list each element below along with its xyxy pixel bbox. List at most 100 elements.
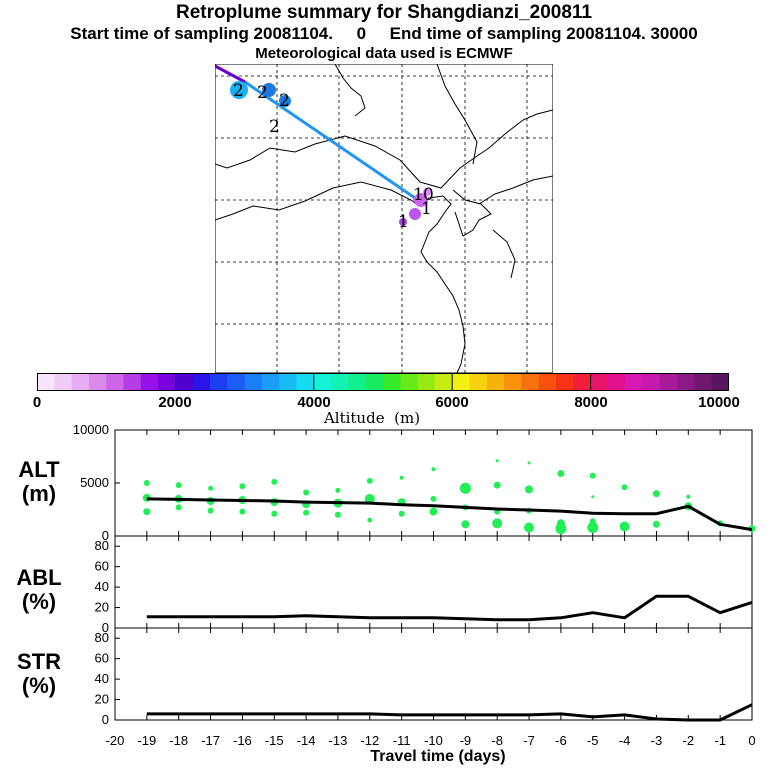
x-tick-label: -15 (265, 733, 284, 748)
colorbar-tick-label: 10000 (698, 394, 740, 411)
colorbar-tick-label: 0 (32, 394, 42, 411)
altitude-cluster-dot (175, 482, 182, 489)
str-label: STR (17, 649, 61, 674)
colorbar-swatch (469, 373, 488, 391)
colorbar-swatch (54, 373, 73, 391)
plume-label: 2 (269, 117, 280, 137)
colorbar-swatch (677, 373, 695, 391)
colorbar-swatch (573, 373, 592, 391)
str-panel-label: STR (%) (4, 650, 74, 698)
x-tick-label: -7 (523, 733, 535, 748)
y-tick-label: 80 (95, 630, 109, 645)
map-graticule (215, 64, 553, 373)
altitude-cluster-dot (143, 480, 150, 486)
plume-label: 0 (423, 185, 434, 205)
y-tick-label: 60 (95, 651, 109, 666)
x-tick-label: 0 (748, 733, 755, 748)
colorbar-tick-label: 8000 (574, 394, 608, 411)
colorbar-swatch (106, 373, 125, 391)
y-tick-label: 0 (102, 620, 109, 635)
x-tick-label: -14 (297, 733, 316, 748)
colorbar-swatch (71, 373, 90, 391)
colorbar-swatch (383, 373, 401, 391)
colorbar-swatch (331, 373, 349, 391)
altitude-cluster-dot (461, 520, 470, 529)
colorbar-swatch (521, 373, 540, 391)
altitude-cluster-dot (587, 522, 599, 533)
x-tick-label: -12 (360, 733, 379, 748)
colorbar-swatch (88, 373, 107, 391)
colorbar-swatch (313, 373, 332, 391)
colorbar-swatch (261, 373, 280, 391)
altitude-cluster-dot (398, 510, 405, 517)
altitude-cluster-dot (524, 522, 534, 533)
altitude-cluster-dot (271, 510, 278, 517)
plume-label: 2 (233, 81, 244, 101)
x-tick-label: -4 (619, 733, 631, 748)
altitude-cluster-dot (143, 508, 151, 516)
plume-label: 1 (421, 199, 432, 219)
x-tick-label: -17 (201, 733, 220, 748)
x-tick-label: -13 (329, 733, 348, 748)
altitude-cluster-dot (334, 511, 341, 518)
colorbar-swatch (607, 373, 626, 391)
colorbar-swatch (210, 373, 228, 391)
colorbar-swatch (37, 373, 55, 391)
altitude-cluster-dot (525, 485, 533, 494)
str-unit: (%) (21, 673, 57, 698)
x-tick-label: -2 (683, 733, 695, 748)
chart-title: Retroplume summary for Shangdianzi_20081… (175, 2, 593, 23)
x-tick-label: -6 (555, 733, 567, 748)
altitude-cluster-dot (335, 487, 341, 493)
colorbar-swatch (625, 373, 644, 391)
colorbar-tick-label: 4000 (297, 394, 331, 411)
panel-frame (114, 535, 753, 629)
plume-track (244, 80, 419, 202)
abl-panel-label: ABL (%) (4, 566, 74, 614)
colorbar-swatch (486, 373, 505, 391)
y-tick-label: 20 (95, 692, 109, 707)
altitude-cluster-dot (492, 518, 503, 529)
met-data-line: Meteorological data used is ECMWF (255, 45, 513, 62)
series-line-alt (146, 497, 753, 532)
plume-label: 2 (257, 83, 268, 103)
altitude-cluster-dot (430, 495, 437, 502)
plume-number-labels: 2 2 2 2 1 0 1 1 (233, 81, 434, 232)
colorbar-swatch (158, 373, 176, 391)
colorbar-swatch (192, 373, 211, 391)
altitude-cluster-dot (175, 504, 182, 511)
colorbar-swatch (123, 373, 142, 391)
panel-frame (114, 627, 753, 721)
x-tick-label: -1 (714, 733, 726, 748)
retroplume-map: 2 2 2 2 1 0 1 1 (215, 64, 553, 373)
altitude-cluster-dot (619, 521, 630, 532)
alt-label: ALT (18, 457, 60, 482)
abl-unit: (%) (21, 589, 57, 614)
colorbar-swatch (538, 373, 557, 391)
x-tick-label: -8 (491, 733, 503, 748)
colorbar-swatch (642, 373, 661, 391)
colorbar-swatch (434, 373, 453, 391)
altitude-cluster-dot (459, 482, 471, 494)
colorbar-swatch (348, 373, 367, 391)
x-tick-label: -10 (424, 733, 443, 748)
colorbar-swatch (140, 373, 159, 391)
x-tick-label: -9 (460, 733, 472, 748)
alt-panel-label: ALT (m) (4, 458, 74, 506)
plume-label: 1 (413, 185, 424, 205)
altitude-cluster-dot (431, 467, 436, 472)
colorbar-swatch (556, 373, 574, 391)
colorbar-swatch (175, 373, 194, 391)
x-tick-label: -19 (137, 733, 156, 748)
altitude-cluster-dot (429, 507, 438, 516)
x-tick-label: -5 (587, 733, 599, 748)
altitude-cluster-dot (239, 508, 246, 515)
y-tick-label: 40 (95, 579, 109, 594)
altitude-cluster-dot (239, 483, 246, 490)
colorbar-swatch (244, 373, 263, 391)
map-borders (215, 64, 553, 373)
altitude-cluster-dot (591, 495, 595, 499)
altitude-cluster-dot (208, 485, 214, 491)
y-tick-label: 10000 (73, 422, 109, 437)
colorbar-swatch (417, 373, 436, 391)
